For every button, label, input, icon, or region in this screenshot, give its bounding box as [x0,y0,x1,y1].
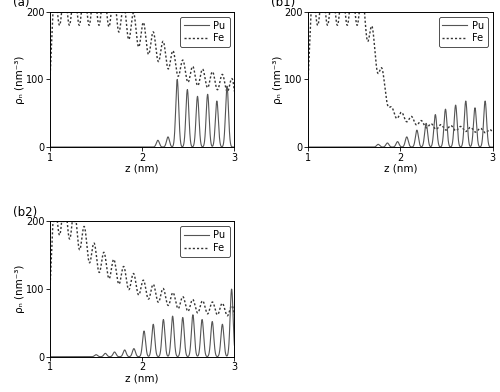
Text: (a): (a) [13,0,30,9]
Y-axis label: ρₙ (nm⁻³): ρₙ (nm⁻³) [14,55,24,103]
X-axis label: z (nm): z (nm) [384,164,417,174]
X-axis label: z (nm): z (nm) [126,374,159,384]
X-axis label: z (nm): z (nm) [126,164,159,174]
Y-axis label: ρₙ (nm⁻³): ρₙ (nm⁻³) [272,55,282,103]
Y-axis label: ρₙ (nm⁻³): ρₙ (nm⁻³) [14,265,24,313]
Legend: Pu, Fe: Pu, Fe [180,16,230,47]
Text: (b1): (b1) [272,0,295,9]
Text: (b2): (b2) [13,206,38,219]
Legend: Pu, Fe: Pu, Fe [180,226,230,257]
Legend: Pu, Fe: Pu, Fe [438,16,488,47]
